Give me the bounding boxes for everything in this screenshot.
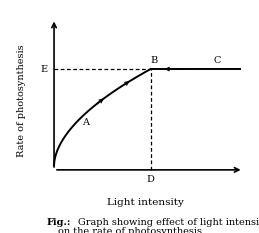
Text: on the rate of photosynthesis: on the rate of photosynthesis (57, 227, 202, 233)
Text: A: A (82, 118, 89, 127)
Text: B: B (151, 56, 158, 65)
Text: Fig.:: Fig.: (47, 218, 71, 227)
Text: C: C (214, 56, 221, 65)
Text: Light intensity: Light intensity (107, 199, 183, 207)
Text: E: E (40, 65, 47, 74)
Text: Graph showing effect of light intensity: Graph showing effect of light intensity (78, 218, 259, 227)
Text: Rate of photosynthesis: Rate of photosynthesis (17, 44, 26, 157)
Text: D: D (147, 175, 155, 184)
